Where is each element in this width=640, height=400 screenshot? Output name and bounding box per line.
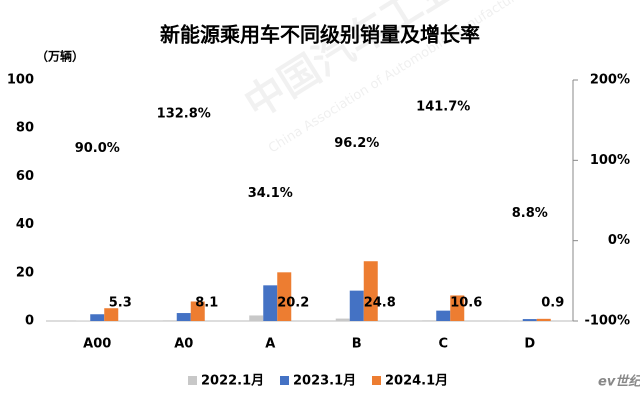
y2-tick-label: 100%: [590, 153, 630, 168]
bar: [436, 310, 451, 321]
bar: [450, 295, 465, 321]
logo: ev世纪: [598, 374, 640, 390]
bar: [335, 318, 350, 321]
growth-label: 8.8%: [512, 206, 548, 221]
bar: [277, 272, 292, 321]
y2-tick-label: 0%: [608, 233, 630, 248]
bar: [263, 285, 278, 321]
legend-swatch: [188, 376, 197, 385]
y-tick-label: 20: [16, 265, 34, 280]
y-tick-label: 60: [16, 169, 34, 184]
legend-swatch: [372, 376, 381, 385]
bar: [349, 290, 364, 321]
x-tick-label: A00: [83, 337, 111, 352]
bar: [162, 320, 177, 321]
y-tick-label: 80: [16, 121, 34, 136]
bar: [90, 314, 105, 321]
x-tick-label: A0: [174, 337, 193, 352]
y2-tick-label: -100%: [584, 314, 630, 329]
chart-title: 新能源乘用车不同级别销量及增长率: [160, 23, 480, 47]
y-tick-label: 100: [7, 73, 34, 88]
bar: [522, 319, 537, 321]
bar: [363, 261, 378, 321]
value-label: 0.9: [541, 296, 564, 311]
y2-tick-label: 200%: [590, 73, 630, 88]
value-label: 10.6: [450, 296, 482, 311]
y-tick-label: 40: [16, 217, 34, 232]
value-label: 5.3: [109, 296, 132, 311]
x-tick-label: C: [438, 337, 448, 352]
growth-label: 34.1%: [248, 186, 293, 201]
legend-label: 2022.1月: [201, 374, 264, 389]
legend-label: 2024.1月: [385, 374, 448, 389]
x-tick-label: A: [265, 337, 275, 352]
bar: [176, 313, 191, 321]
value-label: 8.1: [195, 296, 218, 311]
growth-label: 132.8%: [157, 106, 211, 121]
bar: [104, 308, 119, 321]
legend-swatch: [280, 376, 289, 385]
growth-label: 96.2%: [334, 136, 379, 151]
bar: [249, 315, 264, 321]
x-tick-label: B: [352, 337, 362, 352]
bar: [190, 301, 205, 321]
legend-label: 2023.1月: [293, 374, 356, 389]
y-axis-label: （万辆）: [36, 49, 84, 64]
value-label: 20.2: [277, 296, 309, 311]
growth-label: 141.7%: [416, 99, 470, 114]
x-tick-label: D: [524, 337, 535, 352]
value-label: 24.8: [364, 296, 396, 311]
growth-label: 90.0%: [75, 141, 120, 156]
bar: [422, 320, 437, 321]
bar: [536, 318, 551, 321]
y-tick-label: 0: [25, 314, 34, 329]
